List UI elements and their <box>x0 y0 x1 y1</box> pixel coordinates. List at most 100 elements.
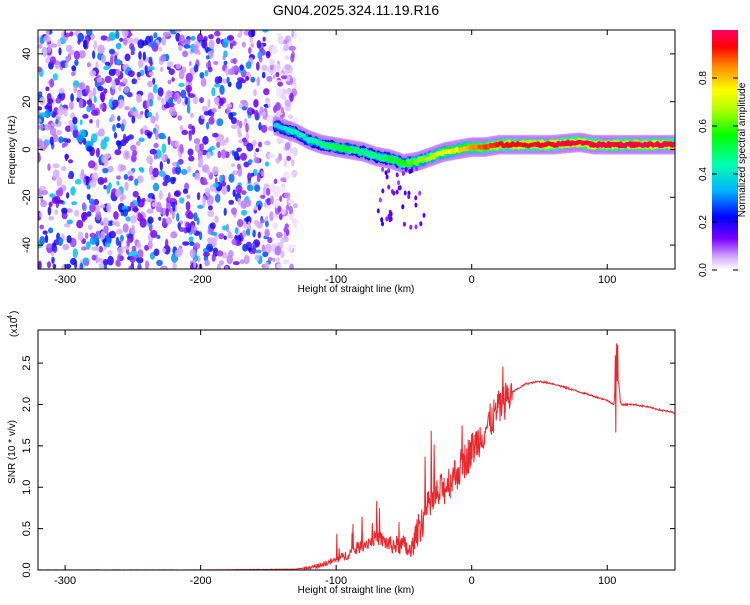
spectrogram-noise-cell <box>192 172 196 177</box>
spectrogram-noise-cell <box>86 145 93 152</box>
snr-ytick-label: 0.5 <box>21 521 33 536</box>
spectrogram-noise-cell <box>207 210 215 218</box>
spectrogram-tail-cell <box>395 189 399 195</box>
spectrogram-tail-cell <box>419 221 423 227</box>
snr-ytick-label: 1.0 <box>21 480 33 495</box>
spectrogram-noise-cell <box>150 230 158 238</box>
spectrogram-noise-cell <box>77 231 84 241</box>
spectrogram-noise-cell <box>188 212 194 220</box>
spectrogram-noise-cell <box>85 232 89 239</box>
spectrogram-noise-cell <box>239 64 244 71</box>
spectrogram-noise-cell <box>167 192 171 202</box>
spectrogram-noise-cell <box>244 217 250 222</box>
spectrogram-noise-cell <box>246 142 254 152</box>
spectrogram-noise-cell <box>179 143 184 154</box>
spectrogram-noise-cell <box>214 193 221 203</box>
spectrogram-noise-cell <box>255 249 262 254</box>
spectrogram-noise-cell <box>284 223 289 229</box>
spectrogram-noise-cell <box>91 172 99 182</box>
spectrogram-tail-cell <box>403 190 407 196</box>
spectrogram-noise-cell <box>53 195 61 204</box>
spectrogram-noise-cell <box>180 169 188 175</box>
spectrogram-noise-cell <box>286 155 292 161</box>
spectrogram-noise-cell <box>158 189 163 200</box>
spectrogram-noise-cell <box>51 242 55 252</box>
spectrogram-xtick-label: -100 <box>325 274 347 286</box>
spectrogram-tail-cell <box>381 167 385 172</box>
spectrogram-noise-cell <box>100 140 107 150</box>
spectrogram-noise-cell <box>155 112 159 122</box>
spectrogram-noise-cell <box>251 139 257 147</box>
spectrogram-noise-cell <box>58 237 63 247</box>
spectrogram-noise-cell <box>151 202 157 208</box>
spectrogram-noise-cell <box>275 102 281 111</box>
spectrogram-noise-cell <box>79 262 84 269</box>
spectrogram-noise-cell <box>160 265 168 269</box>
spectrogram-noise-cell <box>262 30 269 33</box>
spectrogram-noise-cell <box>137 212 142 219</box>
spectrogram-tail-cell <box>381 188 385 194</box>
spectrogram-noise-cell <box>124 53 131 62</box>
spectrogram-noise-cell <box>78 98 84 109</box>
snr-scale-label: (x10 4 ) <box>7 311 20 337</box>
spectrogram-ylabel: Frequency (Hz) <box>7 116 18 185</box>
spectrogram-noise-cell <box>181 129 188 136</box>
spectrogram-noise-cell <box>284 99 292 107</box>
spectrogram-noise-cell <box>190 35 196 41</box>
spectrogram-noise-cell <box>134 178 139 186</box>
spectrogram-noise-cell <box>168 97 174 106</box>
spectrogram-noise-cell <box>124 181 129 191</box>
spectrogram-noise-cell <box>55 97 62 104</box>
spectrogram-noise-cell <box>263 88 270 96</box>
spectrogram-noise-cell <box>274 245 282 256</box>
spectrogram-noise-cell <box>72 248 78 259</box>
spectrogram-tail-cell <box>385 174 389 180</box>
spectrogram-noise-cell <box>66 138 71 144</box>
spectrogram-noise-cell <box>82 202 86 210</box>
spectrogram-tail-cell <box>401 204 405 210</box>
spectrogram-noise-cell <box>281 95 287 101</box>
spectrogram-noise-cell <box>146 155 153 164</box>
spectrogram-noise-cell <box>129 255 136 263</box>
spectrogram-noise-cell <box>218 260 225 266</box>
spectrogram-noise-cell <box>261 124 268 133</box>
spectrogram-noise-cell <box>103 136 110 143</box>
spectrogram-noise-cell <box>86 211 92 217</box>
spectrogram-noise-cell <box>129 201 135 209</box>
spectrogram-noise-cell <box>171 77 175 82</box>
spectrogram-noise-cell <box>115 30 120 40</box>
spectrogram-noise-cell <box>76 90 83 99</box>
spectrogram-noise-cell <box>175 165 182 175</box>
spectrogram-noise-cell <box>253 89 257 97</box>
spectrogram-noise-cell <box>115 42 122 50</box>
spectrogram-noise-cell <box>102 259 109 266</box>
spectrogram-noise-cell <box>165 238 169 249</box>
spectrogram-noise-cell <box>153 248 160 257</box>
spectrogram-noise-cell <box>78 50 86 59</box>
spectrogram-noise-cell <box>161 143 167 154</box>
spectrogram-noise-cell <box>182 241 190 246</box>
spectrogram-tail-cell <box>402 221 406 227</box>
spectrogram-noise-cell <box>245 61 252 69</box>
spectrogram-noise-cell <box>70 93 74 102</box>
spectrogram-noise-cell <box>279 213 283 221</box>
spectrogram-noise-cell <box>291 169 298 178</box>
spectrogram-noise-cell <box>137 265 142 269</box>
spectrogram-noise-cell <box>276 231 283 239</box>
spectrogram-noise-cell <box>207 200 211 206</box>
spectrogram-noise-cell <box>231 238 237 246</box>
spectrogram-noise-cell <box>144 244 150 251</box>
spectrogram-noise-cell <box>174 140 180 148</box>
spectrogram-noise-cell <box>287 244 293 253</box>
colorbar-tick-label: 0.6 <box>698 119 709 133</box>
spectrogram-noise-cell <box>80 246 88 251</box>
spectrogram-noise-cell <box>64 61 69 69</box>
colorbar-label: Normalized spectral amplitude <box>737 82 748 217</box>
spectrogram-noise-cell <box>247 172 252 181</box>
colorbar-tick-label: 0.8 <box>698 71 709 85</box>
spectrogram-noise-cell <box>107 255 114 266</box>
spectrogram-xtick-label: 0 <box>469 274 475 286</box>
spectrogram-noise-cell <box>46 93 52 101</box>
spectrogram-noise-cell <box>100 230 106 240</box>
spectrogram-noise-cell <box>261 71 266 79</box>
